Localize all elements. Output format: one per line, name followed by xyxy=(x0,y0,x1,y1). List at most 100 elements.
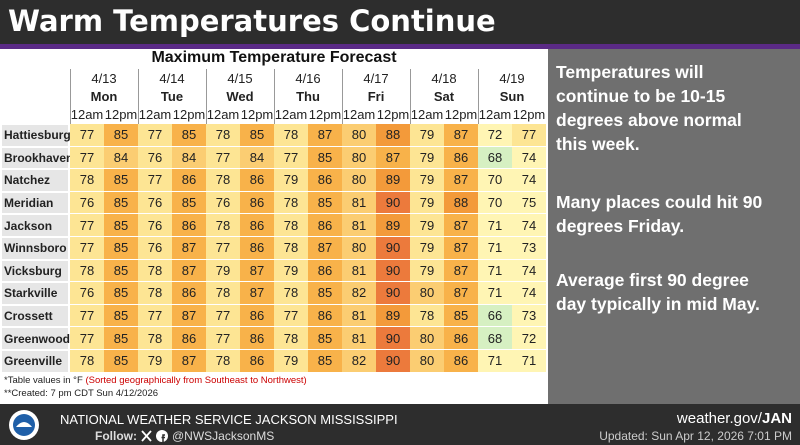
temp-cell: 78 xyxy=(274,214,308,237)
header-bar xyxy=(0,0,800,44)
day-date: 4/18 xyxy=(431,70,457,86)
period-label: 12pm xyxy=(444,107,478,122)
temp-cell: 78 xyxy=(274,282,308,305)
temp-cell: 86 xyxy=(444,146,478,170)
temp-cell: 72 xyxy=(478,124,512,147)
temp-cell: 80 xyxy=(410,327,444,350)
temp-cell: 86 xyxy=(444,350,478,373)
temp-cell: 77 xyxy=(138,124,172,147)
temp-cell: 86 xyxy=(308,169,342,192)
period-label: 12am xyxy=(342,107,376,122)
temp-cell: 88 xyxy=(444,191,478,215)
temp-cell: 78 xyxy=(138,327,172,350)
temp-cell: 87 xyxy=(240,282,274,305)
temp-cell: 71 xyxy=(478,259,512,283)
temp-cell: 72 xyxy=(512,327,546,350)
temp-cell: 78 xyxy=(274,327,308,350)
temp-cell: 85 xyxy=(172,124,206,147)
city-label: Vicksburg xyxy=(2,260,68,282)
city-label: Crossett xyxy=(2,305,68,327)
temp-cell: 77 xyxy=(70,237,104,260)
temp-cell: 73 xyxy=(512,237,546,260)
temp-cell: 77 xyxy=(206,146,240,170)
temp-cell: 85 xyxy=(172,191,206,215)
social-handle: @NWSJacksonMS xyxy=(172,429,275,443)
note-line: *Table values in °F (Sorted geographical… xyxy=(4,375,307,386)
temp-cell: 86 xyxy=(172,282,206,305)
period-label: 12am xyxy=(410,107,444,122)
temp-cell: 90 xyxy=(376,259,410,283)
temp-cell: 80 xyxy=(342,169,376,192)
temp-cell: 76 xyxy=(70,191,104,215)
period-label: 12pm xyxy=(172,107,206,122)
temp-cell: 75 xyxy=(512,191,546,215)
temp-cell: 71 xyxy=(478,214,512,237)
temp-cell: 85 xyxy=(104,304,138,328)
temp-cell: 85 xyxy=(240,124,274,147)
temp-cell: 78 xyxy=(274,191,308,215)
temp-cell: 79 xyxy=(410,169,444,192)
office-name: NATIONAL WEATHER SERVICE JACKSON MISSISS… xyxy=(60,412,398,427)
nws-logo xyxy=(9,410,39,440)
temp-cell: 86 xyxy=(240,327,274,350)
temp-cell: 76 xyxy=(70,282,104,305)
city-label: Greenwood xyxy=(2,328,70,349)
panel-text: this week. xyxy=(556,134,640,154)
temp-cell: 85 xyxy=(104,282,138,305)
temp-cell: 82 xyxy=(342,282,376,305)
temp-cell: 87 xyxy=(172,259,206,283)
follow-label: Follow: xyxy=(95,429,137,443)
side-panel: Temperatures will continue to be 10-15 deg… xyxy=(548,49,800,404)
temp-cell: 79 xyxy=(138,350,172,373)
temp-cell: 77 xyxy=(206,237,240,260)
temp-cell: 90 xyxy=(376,191,410,215)
temp-cell: 77 xyxy=(70,214,104,237)
temp-cell: 79 xyxy=(410,259,444,283)
temp-cell: 86 xyxy=(444,327,478,350)
temp-cell: 71 xyxy=(478,282,512,305)
temp-cell: 78 xyxy=(206,169,240,192)
temp-cell: 86 xyxy=(172,214,206,237)
temp-cell: 79 xyxy=(274,259,308,283)
city-label: Brookhaven xyxy=(2,147,73,169)
temp-cell: 87 xyxy=(444,237,478,260)
city-label: Winnsboro xyxy=(2,238,68,259)
temp-cell: 90 xyxy=(376,237,410,260)
period-label: 12am xyxy=(206,107,240,122)
temp-cell: 89 xyxy=(376,214,410,237)
temp-cell: 87 xyxy=(172,304,206,328)
temp-cell: 85 xyxy=(444,304,478,328)
website-office: JAN xyxy=(761,410,792,427)
footer-bar xyxy=(0,404,800,445)
day-name: Sun xyxy=(499,88,525,104)
temp-cell: 68 xyxy=(478,146,512,170)
temp-cell: 76 xyxy=(138,237,172,260)
city-label: Natchez xyxy=(2,170,68,191)
temp-cell: 79 xyxy=(206,259,240,283)
temp-cell: 76 xyxy=(206,191,240,215)
day-name: Thu xyxy=(296,88,320,104)
temp-cell: 74 xyxy=(512,169,546,192)
temp-cell: 87 xyxy=(376,146,410,170)
updated-time: Updated: Sun Apr 12, 2026 7:01 PM xyxy=(599,429,792,443)
temp-cell: 74 xyxy=(512,146,546,170)
temp-cell: 77 xyxy=(70,146,104,170)
temp-cell: 77 xyxy=(274,146,308,170)
temp-cell: 81 xyxy=(342,304,376,328)
temp-cell: 79 xyxy=(274,169,308,192)
temp-cell: 77 xyxy=(138,169,172,192)
temp-cell: 90 xyxy=(376,282,410,305)
temp-cell: 84 xyxy=(104,146,138,170)
temp-cell: 80 xyxy=(342,124,376,147)
temp-cell: 76 xyxy=(138,214,172,237)
temp-cell: 87 xyxy=(444,282,478,305)
temp-cell: 87 xyxy=(240,259,274,283)
temp-cell: 86 xyxy=(240,237,274,260)
temp-cell: 81 xyxy=(342,214,376,237)
temp-cell: 74 xyxy=(512,282,546,305)
temp-cell: 78 xyxy=(70,350,104,373)
day-name: Mon xyxy=(90,88,118,104)
temp-cell: 71 xyxy=(478,237,512,260)
temp-cell: 84 xyxy=(240,146,274,170)
temp-cell: 81 xyxy=(342,327,376,350)
